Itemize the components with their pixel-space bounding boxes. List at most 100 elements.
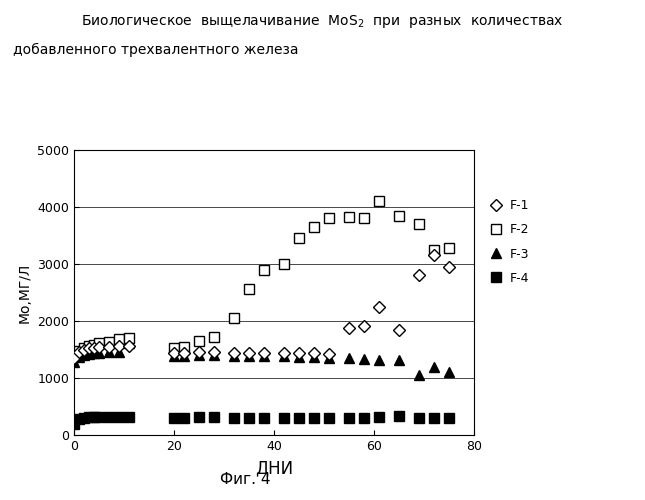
F-4 (210, 414, 218, 420)
F-3 (345, 355, 353, 361)
F-3 (260, 354, 268, 360)
F-1 (90, 345, 98, 351)
F-1 (170, 350, 178, 356)
F-2 (345, 214, 353, 220)
F-3 (375, 357, 383, 363)
Line: F-4: F-4 (69, 411, 454, 428)
F-4 (90, 414, 98, 420)
F-2 (125, 335, 133, 341)
F-2 (105, 338, 113, 344)
F-3 (445, 370, 453, 376)
F-2 (115, 336, 123, 342)
F-1 (195, 350, 203, 356)
F-1 (415, 272, 423, 278)
F-4 (245, 414, 253, 420)
F-4 (195, 414, 203, 420)
F-2 (85, 343, 93, 349)
F-3 (70, 359, 78, 365)
F-1 (280, 350, 288, 356)
F-4 (230, 414, 238, 420)
F-2 (325, 216, 333, 222)
F-2 (295, 236, 303, 242)
F-2 (360, 216, 368, 222)
X-axis label: ДНИ: ДНИ (255, 460, 293, 478)
F-4 (430, 415, 438, 421)
F-2 (90, 342, 98, 348)
F-4 (280, 414, 288, 420)
F-3 (95, 350, 103, 356)
F-4 (375, 414, 383, 420)
F-2 (210, 334, 218, 340)
F-2 (195, 338, 203, 344)
F-2 (280, 261, 288, 267)
F-2 (310, 224, 318, 230)
F-3 (115, 349, 123, 355)
F-3 (295, 354, 303, 360)
F-4 (310, 414, 318, 420)
F-4 (181, 414, 188, 420)
F-3 (360, 356, 368, 362)
Text: Биологическое  выщелачивание  MoS$_2$  при  разных  количествах: Биологическое выщелачивание MoS$_2$ при … (81, 12, 564, 29)
Line: F-2: F-2 (69, 196, 454, 361)
F-4 (95, 414, 103, 420)
F-1 (430, 252, 438, 258)
F-1 (210, 350, 218, 356)
F-1 (345, 326, 353, 332)
F-3 (90, 350, 98, 356)
F-3 (280, 354, 288, 360)
F-2 (245, 286, 253, 292)
F-1 (310, 350, 318, 356)
F-4 (125, 414, 133, 420)
F-2 (260, 266, 268, 272)
F-1 (260, 350, 268, 356)
Y-axis label: Mo,МГ/Л: Mo,МГ/Л (18, 262, 32, 322)
F-1 (230, 350, 238, 356)
F-3 (395, 358, 403, 364)
Text: добавленного трехвалентного железа: добавленного трехвалентного железа (13, 42, 299, 56)
F-1 (395, 326, 403, 332)
F-2 (430, 246, 438, 252)
Legend: F-1, F-2, F-3, F-4: F-1, F-2, F-3, F-4 (488, 199, 529, 285)
F-3 (210, 352, 218, 358)
F-3 (85, 351, 93, 357)
F-1 (80, 346, 88, 352)
F-4 (360, 414, 368, 420)
F-1 (181, 350, 188, 356)
F-4 (395, 412, 403, 418)
F-3 (170, 354, 178, 360)
F-3 (310, 354, 318, 360)
F-1 (105, 344, 113, 349)
F-4 (260, 415, 268, 421)
F-3 (325, 355, 333, 361)
F-1 (295, 350, 303, 356)
F-3 (105, 350, 113, 356)
F-4 (295, 414, 303, 420)
F-3 (245, 353, 253, 359)
Line: F-1: F-1 (70, 252, 453, 362)
F-3 (415, 372, 423, 378)
F-1 (85, 346, 93, 352)
F-2 (395, 212, 403, 218)
F-4 (345, 414, 353, 420)
F-4 (445, 414, 453, 420)
F-2 (80, 345, 88, 351)
F-1 (375, 304, 383, 310)
F-4 (105, 414, 113, 420)
F-4 (325, 414, 333, 420)
F-4 (415, 414, 423, 420)
F-2 (415, 221, 423, 227)
F-3 (195, 352, 203, 358)
F-3 (230, 353, 238, 359)
Text: Фиг. 4: Фиг. 4 (220, 472, 270, 488)
F-1 (445, 264, 453, 270)
F-4 (85, 414, 93, 420)
F-3 (430, 364, 438, 370)
F-1 (95, 344, 103, 350)
F-3 (80, 352, 88, 358)
F-1 (75, 350, 83, 356)
F-3 (125, 340, 133, 346)
F-3 (75, 354, 83, 360)
F-2 (95, 340, 103, 345)
F-2 (70, 354, 78, 360)
F-2 (230, 315, 238, 321)
